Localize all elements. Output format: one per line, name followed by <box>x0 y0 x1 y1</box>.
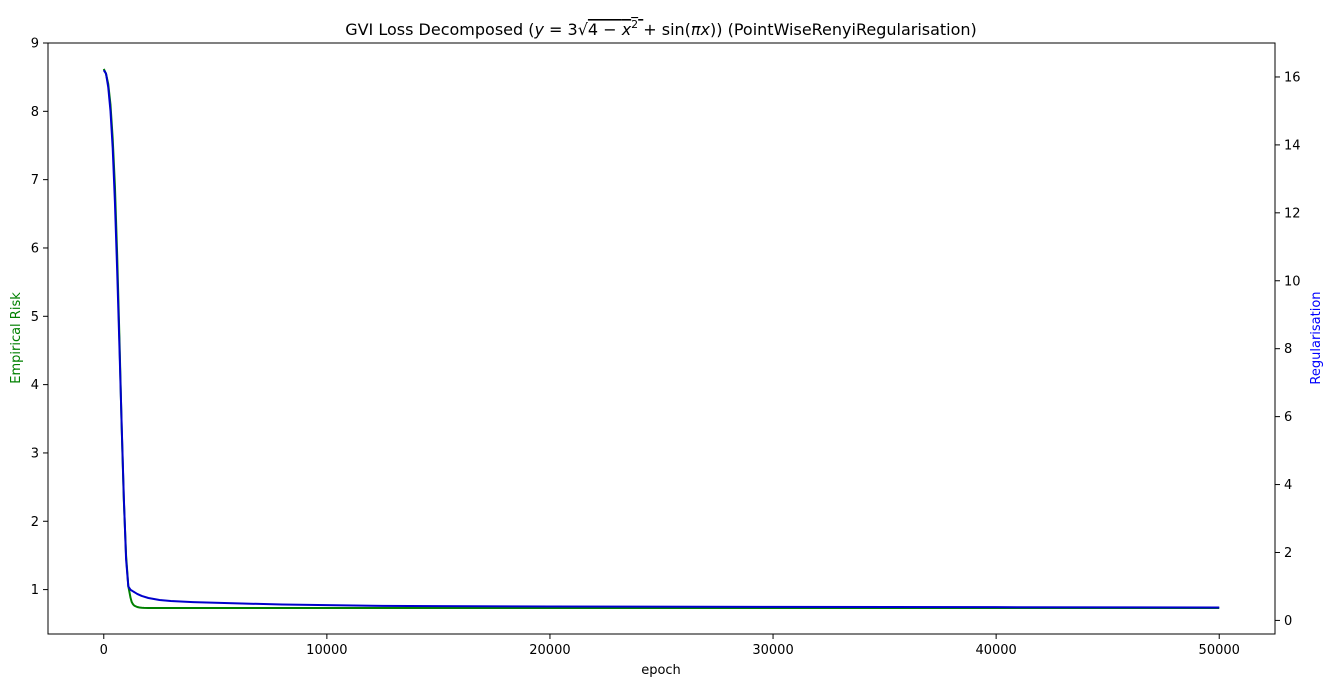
x-axis-label: epoch <box>641 663 681 678</box>
chart-title-math-eq: = 3 <box>544 20 578 39</box>
y-right-tick-label: 10 <box>1284 274 1301 289</box>
chart-title-prefix: GVI Loss Decomposed ( <box>345 20 534 39</box>
y-right-tick-label: 4 <box>1284 478 1292 493</box>
y-left-tick-label: 2 <box>31 515 39 530</box>
y-right-tick-label: 16 <box>1284 70 1301 85</box>
x-tick-label: 30000 <box>752 643 793 658</box>
y-right-axis-label: Regularisation <box>1309 291 1324 384</box>
y-left-tick-label: 8 <box>31 105 39 120</box>
chart-title-math-plus: + sin( <box>643 20 691 39</box>
chart-title-math-close: ) <box>710 20 716 39</box>
series-layer <box>102 68 1220 610</box>
y-left-tick-label: 6 <box>31 241 39 256</box>
y-left-tick-label: 7 <box>31 173 39 188</box>
y-right-tick-label: 6 <box>1284 410 1292 425</box>
plot-frame <box>47 42 1276 635</box>
y-right-tick-label: 0 <box>1284 614 1292 629</box>
chart-title-suffix: ) (PointWiseRenyiRegularisation) <box>716 20 977 39</box>
chart-title-math-y: y <box>533 20 544 39</box>
y-left-tick-label: 1 <box>31 583 39 598</box>
chart-title-math-sqrt: √ <box>578 20 589 39</box>
y-right-tick-label: 2 <box>1284 546 1292 561</box>
chart-title-math-radicand: 4 − x2 <box>588 18 643 39</box>
x-tick-label: 20000 <box>529 643 570 658</box>
x-axis-ticks: 0 10000 20000 30000 40000 50000 <box>100 634 1240 658</box>
chart-title-math-pix: πx <box>691 20 711 39</box>
y-left-tick-label: 3 <box>31 446 39 461</box>
y-left-axis-label: Empirical Risk <box>9 292 24 384</box>
y-left-tick-label: 4 <box>31 378 39 393</box>
y-right-axis-ticks: 0 2 4 6 8 10 12 14 16 <box>1275 70 1301 629</box>
y-right-tick-label: 8 <box>1284 342 1292 357</box>
x-tick-label: 0 <box>100 643 108 658</box>
regularisation-line <box>102 69 1220 609</box>
x-tick-label: 50000 <box>1199 643 1240 658</box>
chart-title: GVI Loss Decomposed (y = 3√4 − x2 + sin(… <box>345 18 977 39</box>
y-right-tick-label: 12 <box>1284 206 1301 221</box>
y-right-tick-label: 14 <box>1284 138 1301 153</box>
y-left-axis-ticks: 1 2 3 4 5 6 7 8 9 <box>31 37 48 598</box>
y-left-tick-label: 9 <box>31 37 39 52</box>
x-tick-label: 10000 <box>306 643 347 658</box>
x-tick-label: 40000 <box>975 643 1016 658</box>
y-left-tick-label: 5 <box>31 310 39 325</box>
